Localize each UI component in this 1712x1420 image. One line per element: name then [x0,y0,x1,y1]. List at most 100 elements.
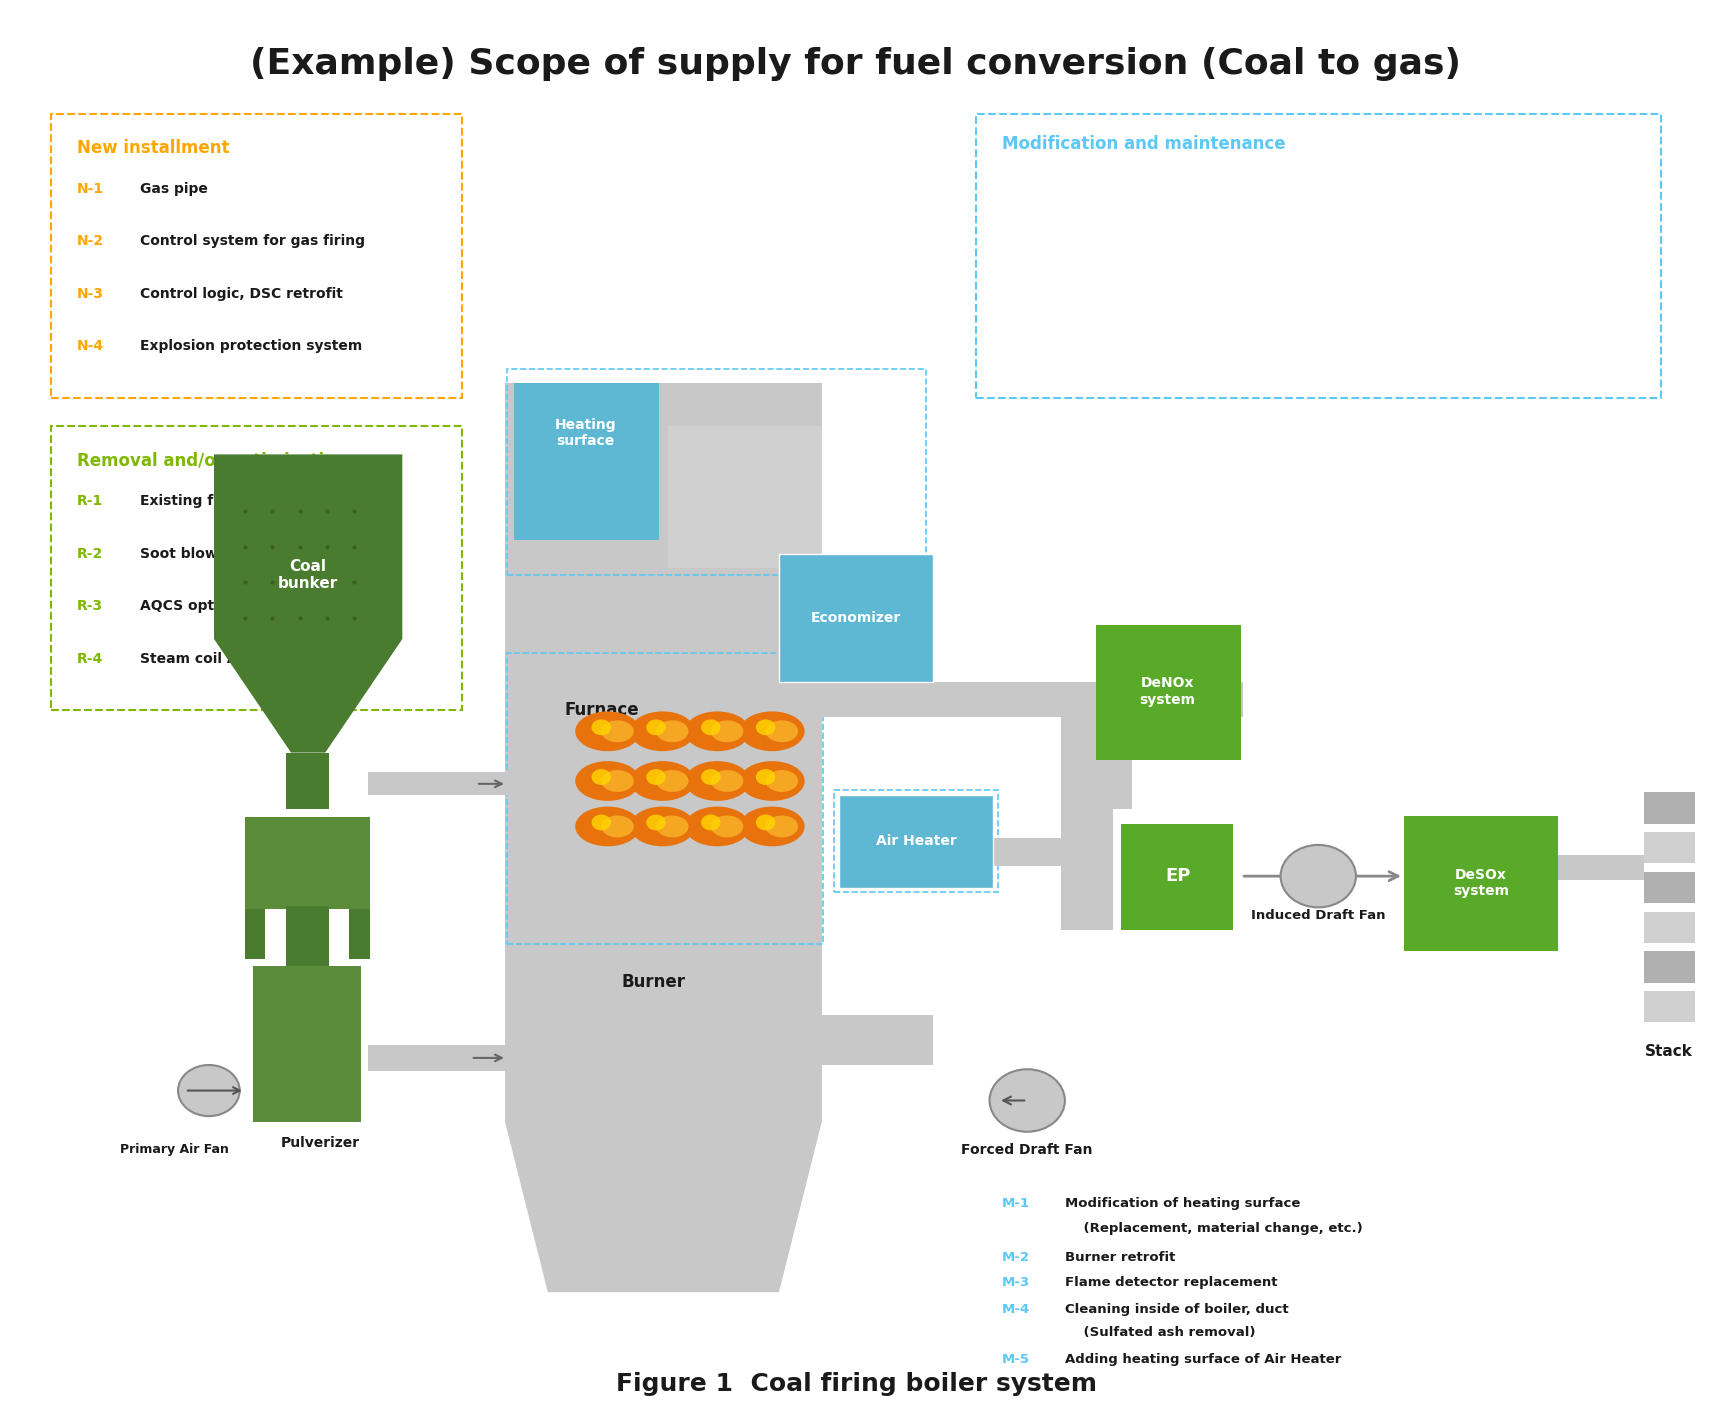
FancyBboxPatch shape [286,906,329,966]
Polygon shape [505,1122,822,1292]
Text: DeSOx
system: DeSOx system [1453,868,1508,899]
Text: Air Heater: Air Heater [875,834,957,848]
Ellipse shape [740,761,805,801]
Text: Explosion protection system: Explosion protection system [140,339,363,354]
Text: M-3: M-3 [1002,1277,1029,1289]
Text: (Example) Scope of supply for fuel conversion (Coal to gas): (Example) Scope of supply for fuel conve… [250,47,1462,81]
Text: Soot blower system: Soot blower system [140,547,296,561]
Ellipse shape [740,711,805,751]
Ellipse shape [685,761,750,801]
FancyBboxPatch shape [514,383,659,540]
Text: M-4: M-4 [1002,1304,1029,1316]
Text: EP: EP [1166,868,1190,885]
Ellipse shape [765,815,798,838]
Ellipse shape [591,720,611,736]
Polygon shape [214,454,402,753]
Text: (Sulfated ash removal): (Sulfated ash removal) [1065,1326,1255,1339]
FancyBboxPatch shape [1089,682,1243,717]
Ellipse shape [645,815,666,831]
Circle shape [178,1065,240,1116]
Ellipse shape [755,815,776,831]
Text: N-2: N-2 [77,234,104,248]
Text: Primary Air Fan: Primary Air Fan [120,1143,229,1156]
FancyBboxPatch shape [822,682,1087,717]
FancyBboxPatch shape [668,540,822,568]
FancyBboxPatch shape [822,1015,933,1065]
Text: Adding heating surface of Air Heater: Adding heating surface of Air Heater [1065,1353,1340,1366]
Ellipse shape [685,807,750,846]
Text: Coal feeder: Coal feeder [264,1039,353,1054]
Text: R-1: R-1 [77,494,103,508]
Text: Coal
bunker: Coal bunker [277,559,339,591]
Text: New installment: New installment [77,139,229,158]
FancyBboxPatch shape [1644,832,1695,863]
Text: Gas pipe: Gas pipe [140,182,209,196]
FancyBboxPatch shape [1644,792,1695,824]
Text: Pulverizer: Pulverizer [281,1136,360,1150]
Ellipse shape [575,761,640,801]
FancyBboxPatch shape [1121,824,1233,930]
Text: Heating
surface: Heating surface [555,417,616,449]
Text: AQCS optimization: AQCS optimization [140,599,286,613]
Ellipse shape [591,770,611,785]
Text: Burner retrofit: Burner retrofit [1065,1251,1174,1264]
FancyBboxPatch shape [1644,912,1695,943]
Text: Stack: Stack [1645,1044,1693,1059]
Text: Control logic, DSC retrofit: Control logic, DSC retrofit [140,287,344,301]
Ellipse shape [656,770,688,792]
Ellipse shape [645,720,666,736]
FancyBboxPatch shape [839,795,993,888]
Text: R-3: R-3 [77,599,103,613]
Text: M-1: M-1 [1002,1197,1029,1210]
Ellipse shape [710,770,743,792]
Ellipse shape [755,770,776,785]
FancyBboxPatch shape [349,909,370,959]
Ellipse shape [710,720,743,743]
FancyBboxPatch shape [245,816,370,909]
Ellipse shape [685,711,750,751]
Text: Economizer: Economizer [811,611,901,625]
Ellipse shape [765,720,798,743]
Text: Removal and/or optimization: Removal and/or optimization [77,452,348,470]
FancyBboxPatch shape [1558,855,1644,880]
FancyBboxPatch shape [668,426,822,540]
Ellipse shape [575,807,640,846]
FancyBboxPatch shape [505,383,822,1122]
FancyBboxPatch shape [1404,816,1558,951]
Ellipse shape [601,720,633,743]
FancyBboxPatch shape [1644,872,1695,903]
FancyBboxPatch shape [1061,682,1113,930]
Ellipse shape [575,711,640,751]
Ellipse shape [630,761,695,801]
Text: Induced Draft Fan: Induced Draft Fan [1251,909,1385,922]
Ellipse shape [700,770,721,785]
Ellipse shape [700,720,721,736]
Text: M-5: M-5 [1002,1353,1029,1366]
Text: N-1: N-1 [77,182,104,196]
Text: Modification of heating surface: Modification of heating surface [1065,1197,1299,1210]
FancyBboxPatch shape [245,909,265,959]
Text: N-4: N-4 [77,339,104,354]
Ellipse shape [601,815,633,838]
FancyBboxPatch shape [1096,625,1241,760]
Circle shape [1281,845,1356,907]
Text: Cleaning inside of boiler, duct: Cleaning inside of boiler, duct [1065,1304,1289,1316]
Text: Modification and maintenance: Modification and maintenance [1002,135,1286,153]
Text: Steam coil Air Heater: Steam coil Air Heater [140,652,308,666]
Ellipse shape [630,711,695,751]
Circle shape [990,1069,1065,1132]
Ellipse shape [710,815,743,838]
Text: Furnace: Furnace [565,701,640,719]
Text: Existing fuel system: Existing fuel system [140,494,298,508]
FancyBboxPatch shape [368,1045,505,1071]
Ellipse shape [591,815,611,831]
FancyBboxPatch shape [253,966,361,1122]
FancyBboxPatch shape [1089,682,1132,809]
FancyBboxPatch shape [779,554,933,682]
Ellipse shape [656,720,688,743]
Text: Control system for gas firing: Control system for gas firing [140,234,365,248]
Text: Burner: Burner [621,973,687,991]
FancyBboxPatch shape [286,753,329,809]
Ellipse shape [765,770,798,792]
Ellipse shape [700,815,721,831]
